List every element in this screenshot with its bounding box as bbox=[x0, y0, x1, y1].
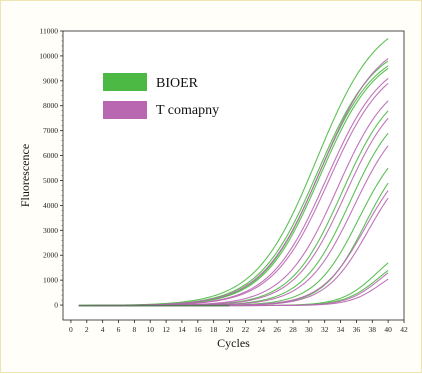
y-axis-title: Fluorescence bbox=[18, 144, 32, 207]
x-tick-label: 30 bbox=[305, 325, 313, 334]
x-tick-label: 32 bbox=[321, 325, 329, 334]
legend-swatch-bioer bbox=[103, 73, 147, 91]
x-tick-label: 6 bbox=[117, 325, 121, 334]
x-tick-label: 18 bbox=[210, 325, 218, 334]
y-tick-label: 6000 bbox=[43, 151, 58, 160]
x-tick-label: 28 bbox=[289, 325, 297, 334]
x-tick-label: 40 bbox=[384, 325, 392, 334]
y-tick-label: 4000 bbox=[43, 201, 58, 210]
y-tick-label: 1000 bbox=[43, 276, 58, 285]
y-tick-label: 11000 bbox=[40, 27, 59, 36]
legend-label-t-comapny: T comapny bbox=[156, 103, 219, 118]
legend-swatch-t-comapny bbox=[103, 101, 147, 119]
x-tick-label: 36 bbox=[353, 325, 361, 334]
y-tick-label: 0 bbox=[54, 301, 58, 310]
legend: BIOER T comapny bbox=[103, 73, 219, 119]
x-tick-label: 12 bbox=[162, 325, 170, 334]
y-tick-label: 7000 bbox=[43, 126, 58, 135]
x-axis-title: Cycles bbox=[217, 336, 250, 350]
legend-label-bioer: BIOER bbox=[156, 76, 199, 91]
x-tick-label: 8 bbox=[132, 325, 136, 334]
x-tick-label: 16 bbox=[194, 325, 202, 334]
y-axis: 0 1000 2000 3000 4000 5000 6000 7000 8000 9000 100… bbox=[39, 27, 63, 310]
x-axis: 0 2 4 6 8 10 12 14 16 18 20 22 24 26 28 30 32 34 36 38 40 42 bbox=[69, 320, 408, 334]
x-tick-label: 20 bbox=[226, 325, 234, 334]
x-tick-label: 2 bbox=[85, 325, 89, 334]
curves-layer bbox=[78, 38, 389, 307]
y-tick-label: 8000 bbox=[43, 101, 58, 110]
y-tick-label: 5000 bbox=[43, 176, 58, 185]
x-tick-label: 14 bbox=[178, 325, 186, 334]
x-tick-label: 34 bbox=[337, 325, 345, 334]
y-tick-label: 3000 bbox=[43, 226, 58, 235]
x-tick-label: 26 bbox=[273, 325, 281, 334]
x-tick-label: 4 bbox=[101, 325, 105, 334]
x-tick-label: 38 bbox=[369, 325, 377, 334]
y-tick-label: 10000 bbox=[39, 51, 58, 60]
x-tick-label: 0 bbox=[69, 325, 73, 334]
x-tick-label: 24 bbox=[258, 325, 266, 334]
y-tick-label: 2000 bbox=[43, 251, 58, 260]
x-tick-label: 22 bbox=[242, 325, 250, 334]
y-tick-label: 9000 bbox=[43, 76, 58, 85]
x-tick-label: 42 bbox=[400, 325, 408, 334]
x-tick-label: 10 bbox=[146, 325, 154, 334]
